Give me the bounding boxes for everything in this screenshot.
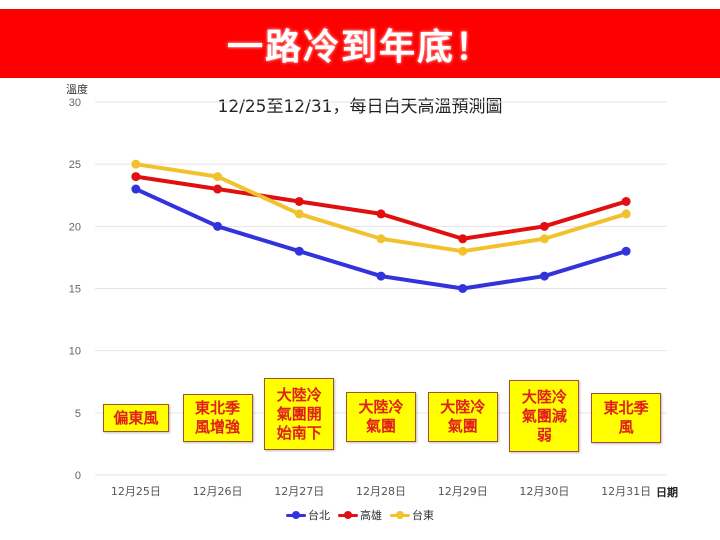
chart-legend: 台北 高雄 台東 [0, 507, 720, 523]
x-tick-label: 12月26日 [193, 485, 243, 498]
data-point[interactable] [131, 159, 141, 169]
data-point[interactable] [294, 209, 304, 219]
data-point[interactable] [539, 221, 549, 231]
data-point[interactable] [539, 271, 549, 281]
y-axis-label: 溫度 [66, 83, 88, 96]
data-point[interactable] [213, 221, 223, 231]
data-point[interactable] [458, 246, 468, 256]
legend-swatch-icon [390, 510, 410, 520]
x-tick-label: 12月28日 [356, 485, 406, 498]
data-point[interactable] [131, 184, 141, 194]
data-point[interactable] [621, 196, 631, 206]
series-台東 [131, 159, 631, 256]
title-banner: 一路冷到年底！ [0, 9, 720, 78]
data-point[interactable] [621, 246, 631, 256]
x-tick-label: 12月25日 [111, 485, 161, 498]
data-point[interactable] [539, 234, 549, 244]
legend-item[interactable]: 台北 [286, 507, 330, 523]
annotation-box: 大陸冷 氣團 [427, 392, 498, 442]
x-axis-ticks: 12月25日 12月26日 12月27日 12月28日 12月29日 12月30日 12月3… [111, 485, 651, 498]
legend-label: 台東 [412, 509, 434, 522]
data-point[interactable] [131, 172, 141, 182]
y-tick-label: 10 [69, 346, 81, 358]
y-tick-label: 15 [69, 284, 81, 296]
legend-label: 高雄 [360, 509, 382, 522]
legend-item[interactable]: 台東 [390, 507, 434, 523]
data-point[interactable] [376, 234, 386, 244]
x-tick-label: 12月27日 [274, 485, 324, 498]
data-point[interactable] [213, 172, 223, 182]
data-point[interactable] [458, 234, 468, 244]
series-高雄 [131, 172, 631, 244]
y-tick-label: 20 [69, 221, 81, 233]
annotation-box: 偏東風 [102, 404, 169, 432]
data-point[interactable] [213, 184, 223, 194]
annotation-box: 東北季 風增強 [182, 394, 253, 442]
data-series [131, 159, 631, 293]
data-point[interactable] [376, 271, 386, 281]
y-tick-label: 0 [75, 470, 81, 482]
y-axis-ticks: 0 5 10 15 20 25 30 [69, 97, 81, 482]
data-point[interactable] [294, 246, 304, 256]
annotation-box: 大陸冷 氣團 [346, 392, 416, 442]
legend-item[interactable]: 高雄 [338, 507, 382, 523]
series-line [135, 174, 627, 241]
data-point[interactable] [458, 284, 468, 293]
annotation-box: 東北季 風 [591, 393, 662, 443]
y-tick-label: 25 [69, 159, 81, 171]
legend-swatch-icon [338, 510, 358, 520]
legend-swatch-icon [286, 510, 306, 520]
y-tick-label: 30 [69, 97, 81, 109]
data-point[interactable] [376, 209, 386, 219]
banner-title: 一路冷到年底！ [226, 26, 493, 68]
x-tick-label: 12月30日 [519, 485, 569, 498]
x-tick-label: 12月29日 [438, 485, 488, 498]
x-tick-label: 12月31日 [601, 485, 651, 498]
x-axis-label: 日期 [656, 486, 678, 499]
annotation-box: 大陸冷 氣團減 弱 [509, 380, 580, 452]
series-台北 [131, 184, 631, 293]
y-tick-label: 5 [75, 408, 81, 420]
annotation-box: 大陸冷 氣團開 始南下 [264, 378, 335, 450]
legend-label: 台北 [308, 509, 330, 522]
data-point[interactable] [294, 196, 304, 206]
data-point[interactable] [621, 209, 631, 219]
